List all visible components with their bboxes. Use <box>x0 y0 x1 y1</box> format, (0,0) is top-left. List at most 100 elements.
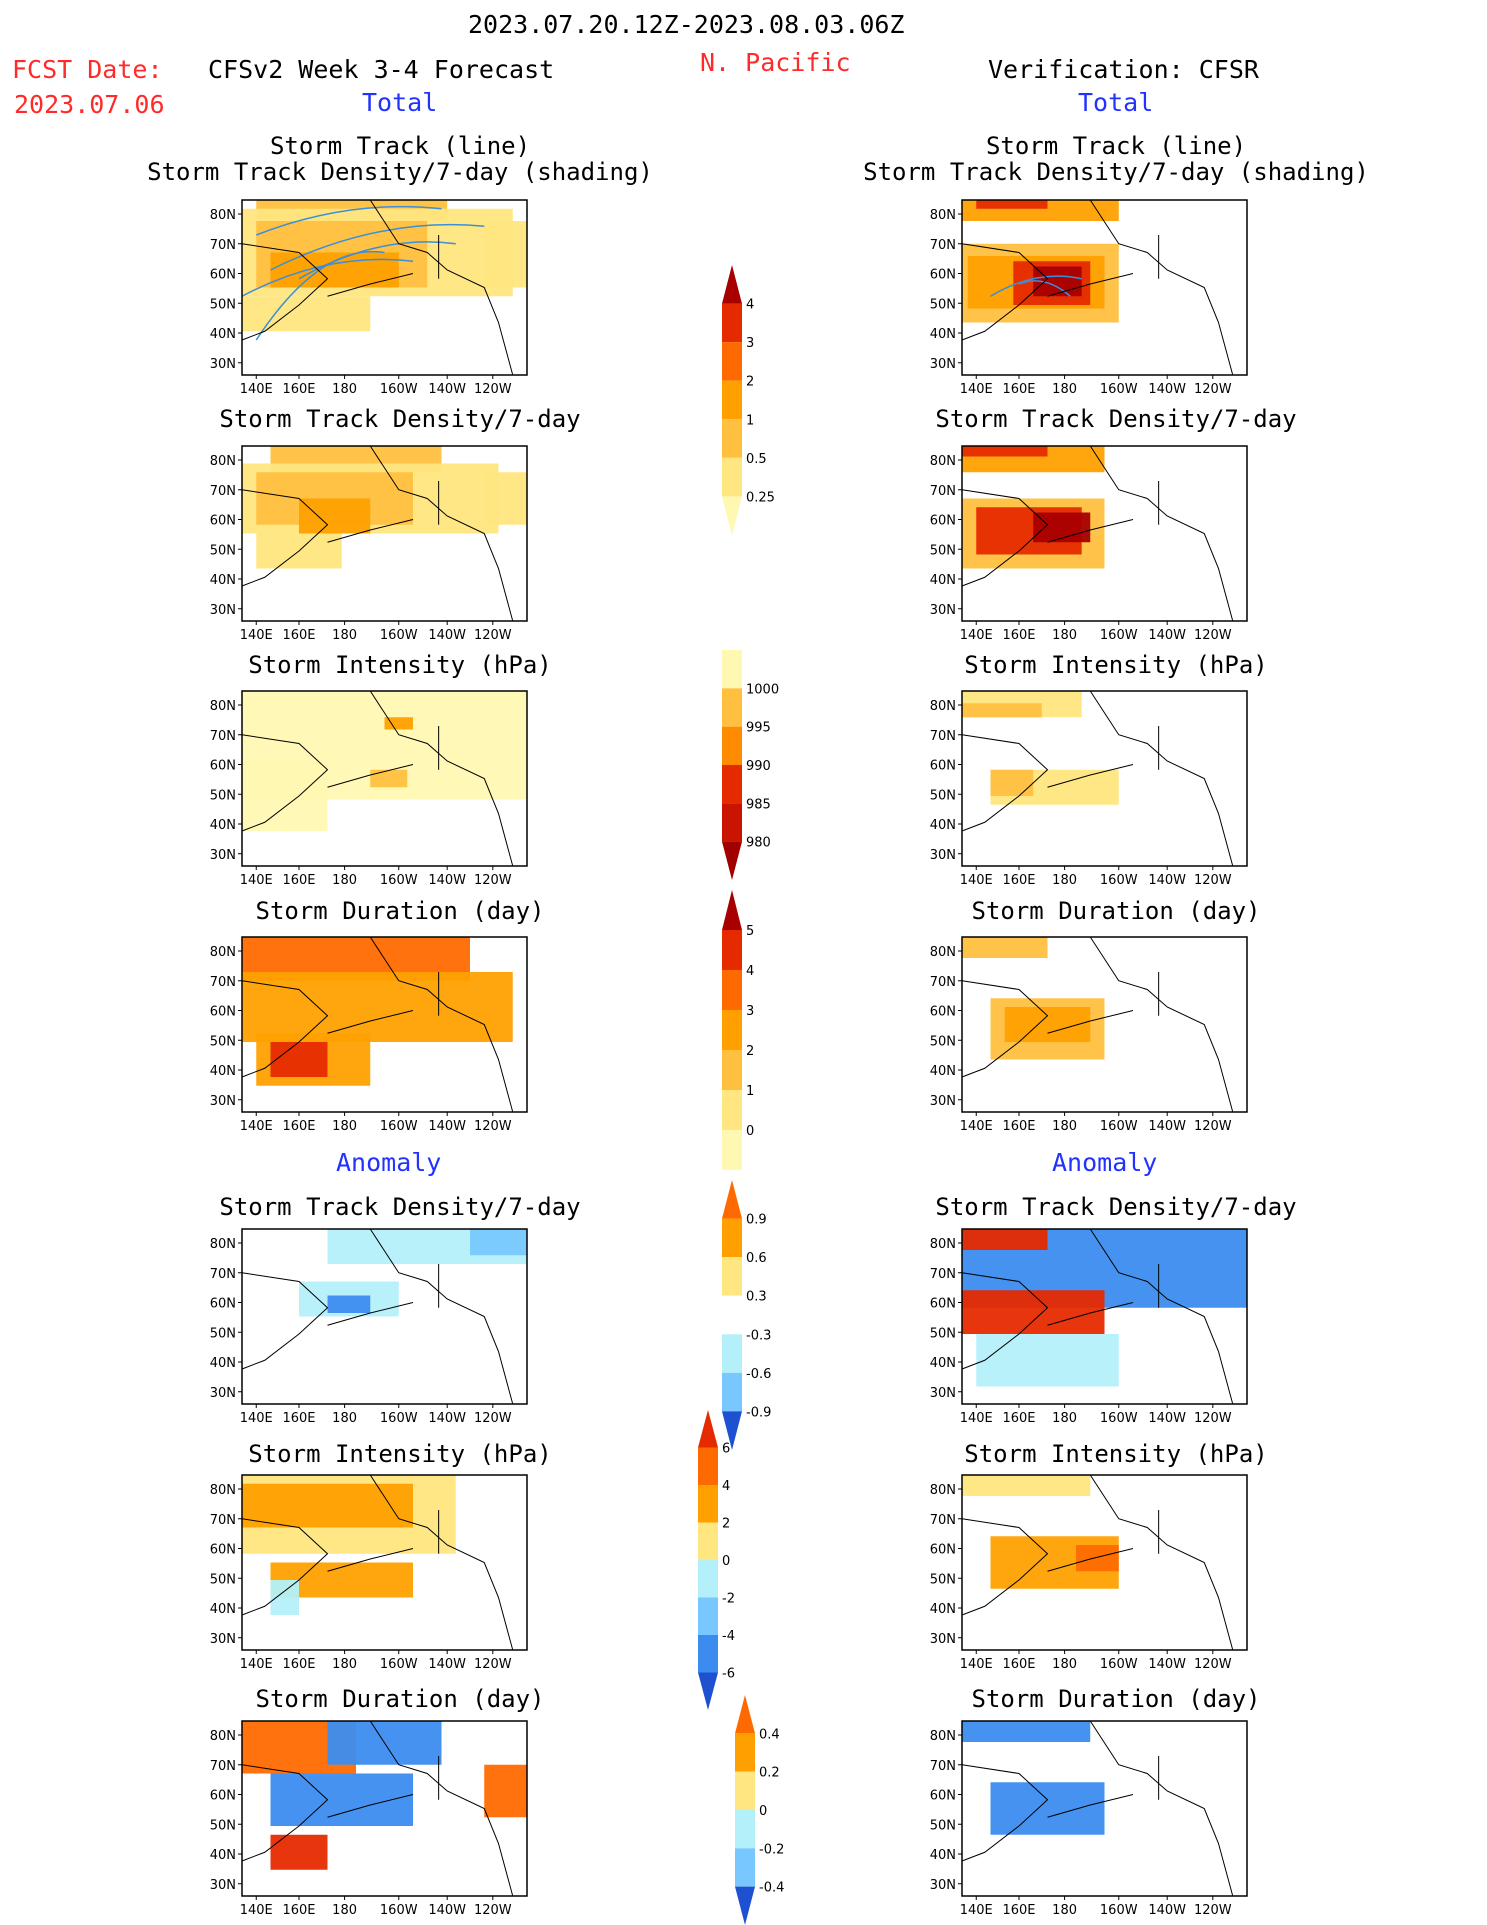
colorbar-segment <box>698 1597 718 1635</box>
shading-region <box>962 703 1042 718</box>
lat-tick-label: 50N <box>930 1572 956 1587</box>
aleutian-islands <box>1047 273 1134 297</box>
map-frame <box>241 1474 528 1651</box>
coastline-asia <box>241 1518 329 1616</box>
shading-region <box>484 1764 527 1818</box>
right-anomaly-label: Anomaly <box>1052 1148 1158 1177</box>
lon-tick-label: 160W <box>380 873 418 888</box>
colorbar-segment <box>722 1257 742 1296</box>
shading-region <box>484 221 527 288</box>
colorbar-label: 1000 <box>746 682 779 697</box>
lon-tick-label: 160W <box>1100 873 1138 888</box>
coastline-asia <box>241 243 329 341</box>
colorbar-label: 0 <box>759 1804 767 1819</box>
lon-tick-label: 180 <box>1052 1119 1077 1134</box>
lon-tick-label: 140E <box>960 628 993 643</box>
fcst-date: 2023.07.06 <box>14 90 165 119</box>
colorbar-label: 3 <box>746 1004 754 1019</box>
lat-tick-label: 60N <box>930 1297 956 1312</box>
colorbar-triangle <box>722 1411 742 1450</box>
lon-tick-label: 160E <box>282 1903 315 1918</box>
shading-region <box>962 1475 1091 1496</box>
lat-tick-label: 50N <box>210 1326 236 1341</box>
colorbar-label: 5 <box>746 924 754 939</box>
lat-tick-label: 70N <box>930 484 956 499</box>
colorbar-segment <box>722 726 742 765</box>
lat-tick-label: 80N <box>930 945 956 960</box>
panel-title: Storm Track Density/7-day <box>935 405 1297 433</box>
colorbar-label: 2 <box>746 375 754 390</box>
lat-tick-label: 70N <box>210 1759 236 1774</box>
lat-tick-label: 80N <box>210 699 236 714</box>
lat-tick-label: 80N <box>930 699 956 714</box>
coastline-north-america <box>369 936 514 1113</box>
map-frame <box>961 1228 1248 1405</box>
colorbar-label: 0.25 <box>746 490 775 505</box>
colorbar-label: 0.2 <box>759 1766 780 1781</box>
lon-tick-label: 160W <box>380 382 418 397</box>
colorbar-triangle <box>722 1180 742 1219</box>
coastline-north-america <box>1089 199 1234 376</box>
map-frame <box>961 690 1248 867</box>
map-panel: 80N 70N 60N 50N 40N 30N 140E 160E 180 160W 140W 120… <box>210 936 528 1134</box>
lat-tick-label: 50N <box>210 297 236 312</box>
colorbar-label: 2 <box>746 1044 754 1059</box>
lon-tick-label: 140W <box>428 1119 466 1134</box>
coastline-north-america <box>369 1720 514 1897</box>
panel-title: Storm Intensity (hPa) <box>964 1440 1268 1468</box>
lat-tick-label: 70N <box>930 1513 956 1528</box>
lon-tick-label: 180 <box>332 1657 357 1672</box>
lon-tick-label: 160E <box>1002 1411 1035 1426</box>
colorbar-label: 6 <box>722 1442 730 1457</box>
colorbar-segment <box>722 342 742 381</box>
panel-title: Storm Track (line) <box>269 132 531 160</box>
colorbar-segment <box>722 930 742 970</box>
aleutian-islands <box>327 1302 414 1326</box>
lon-tick-label: 120W <box>1194 1411 1232 1426</box>
lon-tick-label: 140E <box>960 382 993 397</box>
aleutian-islands <box>1047 1548 1134 1572</box>
panel-title: Storm Intensity (hPa) <box>964 651 1268 679</box>
map-frame <box>241 690 528 867</box>
lon-tick-label: 160W <box>380 1411 418 1426</box>
map-panel: 80N 70N 60N 50N 40N 30N 140E 160E 180 160W 140W 120… <box>210 1474 528 1672</box>
lon-tick-label: 140E <box>960 873 993 888</box>
coastline-north-america <box>1089 936 1234 1113</box>
lon-tick-label: 140E <box>960 1657 993 1672</box>
aleutian-islands <box>327 1010 414 1034</box>
lon-tick-label: 120W <box>474 873 512 888</box>
lat-tick-label: 80N <box>930 1483 956 1498</box>
panel-title: Storm Duration (day) <box>255 897 545 925</box>
lat-tick-label: 80N <box>210 1483 236 1498</box>
shading-region <box>242 972 513 1042</box>
lat-tick-label: 30N <box>210 1386 236 1401</box>
lat-tick-label: 70N <box>210 484 236 499</box>
coastline-asia <box>961 980 1049 1078</box>
shading-region <box>327 1295 371 1313</box>
lon-tick-label: 160W <box>1100 1657 1138 1672</box>
lat-tick-label: 60N <box>930 268 956 283</box>
lat-tick-label: 80N <box>930 454 956 469</box>
lon-tick-label: 160E <box>282 873 315 888</box>
colorbar-triangle <box>698 1410 718 1448</box>
lat-tick-label: 40N <box>930 818 956 833</box>
colorbar-triangle <box>722 890 742 930</box>
colorbar-triangle <box>735 1695 755 1734</box>
map-frame <box>241 1228 528 1405</box>
lon-tick-label: 160W <box>1100 382 1138 397</box>
lat-tick-label: 80N <box>930 208 956 223</box>
lon-tick-label: 140W <box>1148 1657 1186 1672</box>
lon-tick-label: 140W <box>428 382 466 397</box>
lon-tick-label: 120W <box>474 1411 512 1426</box>
lon-tick-label: 120W <box>1194 628 1232 643</box>
lon-tick-label: 180 <box>1052 1657 1077 1672</box>
colorbar-segment <box>722 1218 742 1258</box>
lat-tick-label: 40N <box>210 1848 236 1863</box>
region-label: N. Pacific <box>700 48 851 77</box>
lon-tick-label: 180 <box>332 873 357 888</box>
lat-tick-label: 30N <box>210 1878 236 1893</box>
lat-tick-label: 80N <box>930 1729 956 1744</box>
lat-tick-label: 70N <box>210 975 236 990</box>
panel-title: Storm Track Density/7-day <box>219 1193 581 1221</box>
lat-tick-label: 40N <box>210 1602 236 1617</box>
